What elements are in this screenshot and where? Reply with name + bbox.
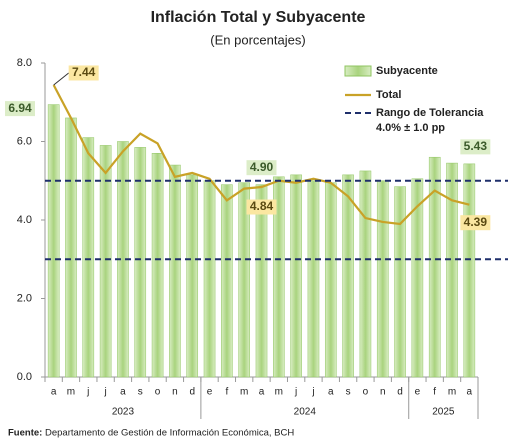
bar — [324, 182, 337, 378]
bar — [203, 180, 216, 378]
x-tick-label: n — [380, 387, 386, 398]
x-tick-label: a — [467, 387, 473, 398]
label-box — [246, 160, 277, 176]
x-tick-label: m — [448, 387, 456, 398]
x-tick-label: o — [155, 387, 161, 398]
label-box — [246, 199, 277, 215]
year-label: 2023 — [112, 407, 135, 418]
chart-title: Inflación Total y Subyacente — [151, 9, 366, 26]
x-tick-label: n — [172, 387, 178, 398]
year-label: 2025 — [432, 407, 455, 418]
x-tick-label: f — [433, 387, 436, 398]
bar — [47, 104, 60, 378]
label-box — [5, 101, 35, 117]
x-tick-label: a — [120, 387, 126, 398]
bar — [290, 174, 302, 378]
bar — [376, 180, 389, 378]
legend-swatch — [344, 65, 372, 77]
source: Departamento de Gestión de Información E… — [45, 428, 294, 439]
bar — [394, 186, 406, 378]
bar — [428, 156, 441, 378]
bar — [446, 162, 458, 378]
y-tick-label: 2.0 — [17, 292, 32, 304]
y-tick-label: 8.0 — [17, 57, 32, 69]
label-box — [460, 139, 491, 155]
x-tick-label: e — [207, 387, 213, 398]
x-tick-label: j — [86, 387, 89, 398]
bar — [255, 184, 268, 378]
line — [52, 84, 470, 226]
x-tick-label: o — [363, 387, 369, 398]
data-label: 7.44 — [72, 65, 96, 79]
data-label: 4.90 — [250, 160, 274, 174]
label-box — [68, 65, 99, 81]
x-tick-label: j — [294, 387, 297, 398]
bar — [342, 174, 354, 378]
y-tick-label: 0.0 — [17, 371, 32, 383]
x-tick-label: s — [138, 387, 143, 398]
bar — [151, 153, 164, 378]
label-box — [460, 215, 491, 231]
x-tick-label: a — [51, 387, 57, 398]
bar — [273, 176, 285, 378]
bar — [82, 137, 95, 378]
year-label: 2024 — [294, 407, 317, 418]
leader-line — [53, 72, 69, 86]
x-tick-label: e — [415, 387, 421, 398]
legend-label: Subyacente — [376, 65, 438, 77]
x-tick-label: m — [275, 387, 283, 398]
x-tick-label: j — [311, 387, 314, 398]
x-tick-label: d — [189, 387, 195, 398]
bar — [99, 145, 112, 378]
legend-label: Rango de Tolerancia — [376, 107, 484, 119]
legend-label: Total — [376, 89, 401, 101]
bar — [169, 164, 181, 378]
bar — [186, 174, 199, 378]
x-tick-label: d — [397, 387, 403, 398]
x-tick-label: a — [328, 387, 334, 398]
data-label: 4.39 — [464, 215, 488, 229]
bar — [359, 170, 372, 378]
bar — [307, 180, 320, 378]
bar — [221, 184, 233, 378]
x-tick-label: m — [67, 387, 75, 398]
data-label: 4.84 — [250, 199, 274, 213]
bar — [238, 182, 250, 378]
x-tick-label: m — [240, 387, 248, 398]
data-label: 6.94 — [8, 101, 32, 115]
bar — [411, 178, 424, 378]
x-tick-label: a — [259, 387, 265, 398]
x-tick-label: f — [225, 387, 228, 398]
source-label: Fuente: — [8, 428, 42, 439]
bar — [134, 147, 147, 378]
data-label: 5.43 — [464, 139, 488, 153]
legend-note: 4.0% ± 1.0 pp — [376, 122, 445, 134]
y-tick-label: 6.0 — [17, 135, 32, 147]
chart-subtitle: (En porcentajes) — [210, 32, 305, 47]
y-tick-label: 4.0 — [17, 214, 32, 226]
bar — [65, 117, 77, 378]
bar — [463, 163, 476, 378]
x-tick-label: s — [346, 387, 351, 398]
x-tick-label: j — [104, 387, 107, 398]
